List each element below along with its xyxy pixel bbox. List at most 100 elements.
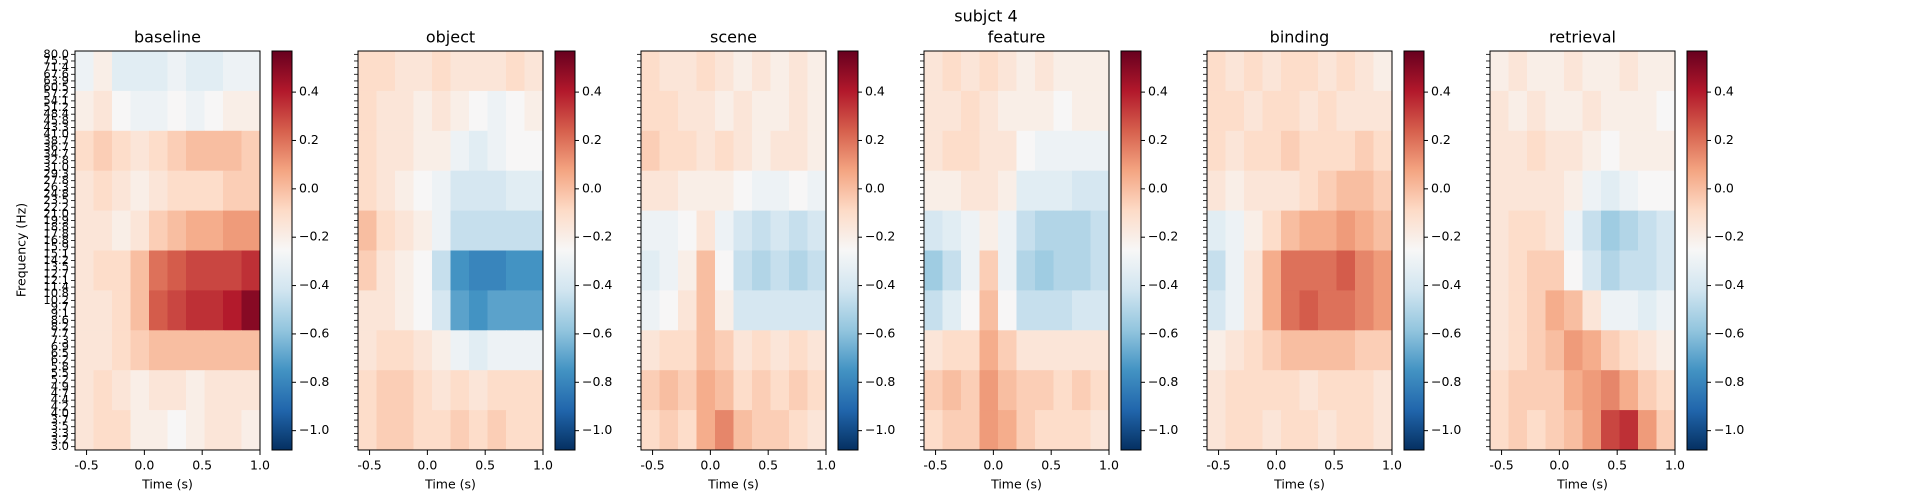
heatmap-cell — [1299, 250, 1319, 291]
heatmap-cell — [149, 250, 168, 291]
heatmap-cell — [1318, 330, 1337, 371]
heatmap-cell — [1225, 51, 1245, 92]
heatmap-cell — [752, 51, 771, 92]
heatmap-cell — [506, 51, 525, 92]
heatmap-cell — [752, 170, 771, 212]
heatmap-cell — [204, 210, 224, 251]
heatmap-cell — [469, 290, 488, 331]
heatmap-cell — [469, 210, 488, 251]
heatmap-cell — [524, 290, 544, 331]
colorbar-tick-label: −0.4 — [1714, 277, 1744, 292]
colorbar-tick-label: 0.0 — [299, 180, 319, 195]
heatmap-cell — [1053, 370, 1073, 411]
heatmap-cell — [93, 170, 113, 212]
heatmap-cell — [1336, 170, 1356, 212]
y-tick-label: 24.8 — [43, 186, 69, 200]
heatmap-cell — [376, 170, 396, 212]
heatmap-cell — [1564, 250, 1583, 291]
heatmap-cell — [1638, 290, 1657, 331]
heatmap-cell — [979, 250, 999, 291]
heatmap-cell — [204, 90, 224, 132]
x-tick-label: 0.0 — [700, 458, 720, 473]
heatmap-cell — [1638, 130, 1657, 172]
y-tick-label: 75.5 — [43, 53, 69, 67]
heatmap-cell — [432, 290, 451, 331]
heatmap-cell — [1053, 330, 1073, 371]
heatmap-cell — [1619, 170, 1639, 212]
heatmap-cell — [186, 51, 205, 92]
heatmap-cell — [223, 410, 242, 451]
y-tick-label: 43.3 — [43, 120, 69, 134]
heatmap-cell — [395, 130, 414, 172]
heatmap-cell — [524, 170, 544, 212]
panel-title: object — [426, 28, 475, 47]
heatmap-cell — [1355, 170, 1374, 212]
heatmap-cell — [807, 210, 827, 251]
colorbar-tick-label: −0.2 — [582, 229, 612, 244]
heatmap-cell — [1281, 51, 1300, 92]
heatmap-cell — [469, 370, 488, 411]
heatmap-cell — [659, 210, 679, 251]
heatmap-cell — [942, 330, 962, 371]
heatmap-cell — [1053, 290, 1073, 331]
heatmap-cell — [678, 250, 697, 291]
heatmap-cell — [413, 250, 433, 291]
colorbar-tick-label: −1.0 — [1148, 422, 1178, 437]
heatmap-cell — [752, 290, 771, 331]
heatmap-cell — [149, 330, 168, 371]
heatmap-cell — [1225, 250, 1245, 291]
heatmap-cell — [1656, 170, 1676, 212]
heatmap-cell — [1490, 370, 1509, 411]
colorbar — [1686, 50, 1708, 451]
heatmap-cell — [432, 250, 451, 291]
colorbar-tick-label: 0.0 — [865, 180, 885, 195]
heatmap-cell — [1490, 90, 1509, 132]
heatmap-cell — [506, 170, 525, 212]
heatmap-cell — [979, 130, 999, 172]
heatmap-cell — [924, 90, 943, 132]
heatmap-cell — [186, 90, 205, 132]
x-tick-label: 1.0 — [816, 458, 836, 473]
heatmap-cell — [789, 250, 808, 291]
heatmap-cell — [752, 130, 771, 172]
heatmap-cell — [358, 170, 377, 212]
heatmap-cell — [1564, 370, 1583, 411]
heatmap-cell — [376, 130, 396, 172]
heatmap-cell — [1582, 210, 1602, 251]
heatmap-cell — [75, 330, 94, 371]
heatmap-cell — [770, 130, 790, 172]
heatmap-cell — [924, 130, 943, 172]
heatmap-cell — [450, 130, 470, 172]
heatmap-cell — [1545, 370, 1565, 411]
heatmap-cell — [1281, 210, 1300, 251]
heatmap-cell — [1527, 290, 1546, 331]
heatmap-cell — [942, 210, 962, 251]
heatmap-cell — [75, 90, 94, 132]
heatmap-cell — [659, 250, 679, 291]
heatmap-cell — [715, 210, 734, 251]
x-axis-label: Time (s) — [990, 477, 1042, 492]
heatmap-cell — [1016, 330, 1036, 371]
heatmap-cell — [696, 410, 716, 451]
heatmap-cell — [241, 210, 261, 251]
heatmap-cell — [1090, 410, 1110, 451]
heatmap-cell — [1564, 210, 1583, 251]
heatmap-cell — [432, 170, 451, 212]
heatmap-cell — [770, 290, 790, 331]
heatmap-cell — [487, 170, 507, 212]
heatmap-cell — [1638, 51, 1657, 92]
heatmap-cell — [1373, 290, 1393, 331]
panel-title: retrieval — [1549, 28, 1616, 47]
y-tick-label: 12.1 — [43, 273, 69, 287]
heatmap-cell — [1281, 410, 1300, 451]
heatmap-cell — [979, 90, 999, 132]
heatmap-cell — [641, 51, 660, 92]
heatmap-cell — [395, 90, 414, 132]
heatmap-cell — [1582, 290, 1602, 331]
heatmap-cell — [678, 370, 697, 411]
heatmap-cell — [752, 210, 771, 251]
heatmap-cell — [469, 90, 488, 132]
heatmap-cell — [1035, 210, 1054, 251]
heatmap-cell — [204, 130, 224, 172]
heatmap-cell — [395, 170, 414, 212]
